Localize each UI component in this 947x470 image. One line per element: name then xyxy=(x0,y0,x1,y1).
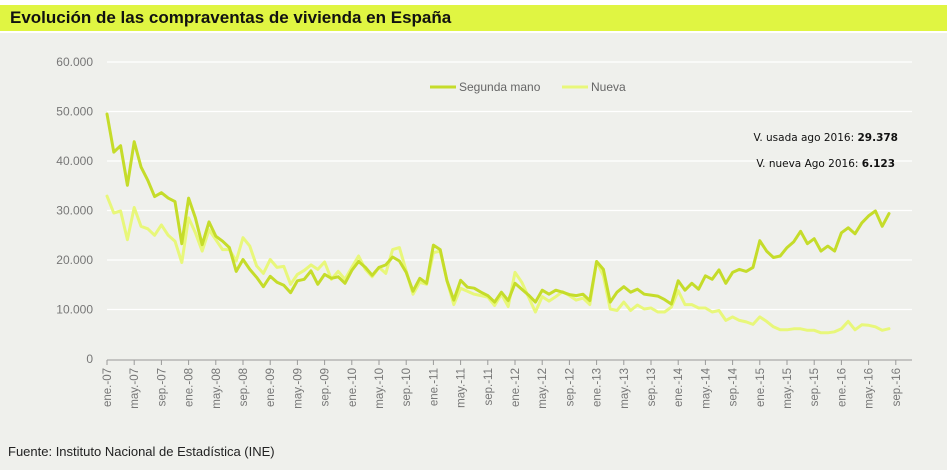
x-tick-label: sep.-12 xyxy=(564,368,576,406)
x-tick-label: sep.-15 xyxy=(809,368,821,406)
series-lines xyxy=(105,112,891,335)
x-tick-label: sep.-07 xyxy=(156,368,168,406)
x-tick-label: may.-16 xyxy=(864,368,876,409)
x-tick-label: sep.-16 xyxy=(891,368,903,406)
y-tick-label: 50.000 xyxy=(56,105,93,119)
annotation-nueva-value: 6.123 xyxy=(862,158,895,170)
x-tick-label: sep.-09 xyxy=(320,368,332,406)
y-tick-label: 10.000 xyxy=(56,303,93,317)
series-line-nueva xyxy=(105,194,891,335)
legend-label-nueva: Nueva xyxy=(591,80,626,94)
x-tick-label: may.-15 xyxy=(782,368,794,409)
x-tick-label: sep.-10 xyxy=(401,368,413,406)
y-tick-label: 40.000 xyxy=(56,154,93,168)
x-tick-label: ene.-07 xyxy=(102,368,114,407)
x-tick-label: sep.-08 xyxy=(238,368,250,406)
x-tick-label: may.-07 xyxy=(129,368,141,409)
x-tick-label: sep.-13 xyxy=(646,368,658,406)
x-tick-label: may.-14 xyxy=(700,367,712,408)
x-tick-label: ene.-10 xyxy=(347,368,359,407)
source-footer: Fuente: Instituto Nacional de Estadístic… xyxy=(8,444,275,459)
x-tick-label: ene.-08 xyxy=(184,368,196,407)
top-strip xyxy=(0,0,947,5)
y-tick-label: 20.000 xyxy=(56,253,93,267)
x-tick-label: ene.-09 xyxy=(265,368,277,407)
series-line-segunda-mano xyxy=(105,112,891,306)
legend-label-segunda-mano: Segunda mano xyxy=(459,80,541,94)
legend: Segunda mano Nueva xyxy=(430,80,626,94)
y-tick-label: 30.000 xyxy=(56,204,93,218)
x-tick-label: sep.-11 xyxy=(483,368,495,406)
y-axis-labels: 0 10.000 20.000 30.000 40.000 50.000 60.000 xyxy=(56,55,93,366)
x-tick-label: ene.-13 xyxy=(592,368,604,407)
x-axis: ene.-07 may.-07 sep.-07 ene.-08 may.-08 sep.-… xyxy=(102,359,912,409)
gridlines xyxy=(107,61,912,311)
y-tick-label: 60.000 xyxy=(56,55,93,69)
annotation-nueva: V. nueva Ago 2016: 6.123 xyxy=(756,158,895,170)
annotation-usada-label: V. usada ago 2016: xyxy=(754,132,858,144)
chart-title: Evolución de las compraventas de viviend… xyxy=(10,8,452,27)
annotation-nueva-label: V. nueva Ago 2016: xyxy=(756,158,861,170)
x-tick-label: ene.-11 xyxy=(428,368,440,406)
x-tick-label: may.-09 xyxy=(292,368,304,409)
x-tick-label: ene.-15 xyxy=(755,368,767,407)
x-tick-label: may.-10 xyxy=(374,368,386,409)
x-tick-label: ene.-16 xyxy=(836,368,848,407)
x-tick-label: may.-13 xyxy=(619,368,631,409)
svg-text:V. nueva Ago 2016: 6.123: V. nueva Ago 2016: 6.123 xyxy=(756,158,895,170)
x-tick-label: sep.-14 xyxy=(728,367,740,406)
x-tick-label: may.-12 xyxy=(537,368,549,409)
svg-text:V. usada ago 2016: 29.378: V. usada ago 2016: 29.378 xyxy=(754,132,899,144)
annotation-usada-value: 29.378 xyxy=(857,132,898,144)
x-tick-label: ene.-12 xyxy=(510,368,522,407)
x-tick-label: ene.-14 xyxy=(673,367,685,407)
annotation-usada: V. usada ago 2016: 29.378 xyxy=(754,132,899,144)
x-tick-label: may.-11 xyxy=(456,368,468,408)
title-band: Evolución de las compraventas de viviend… xyxy=(0,5,947,33)
y-tick-label: 0 xyxy=(86,352,93,366)
x-tick-label: may.-08 xyxy=(211,368,223,409)
